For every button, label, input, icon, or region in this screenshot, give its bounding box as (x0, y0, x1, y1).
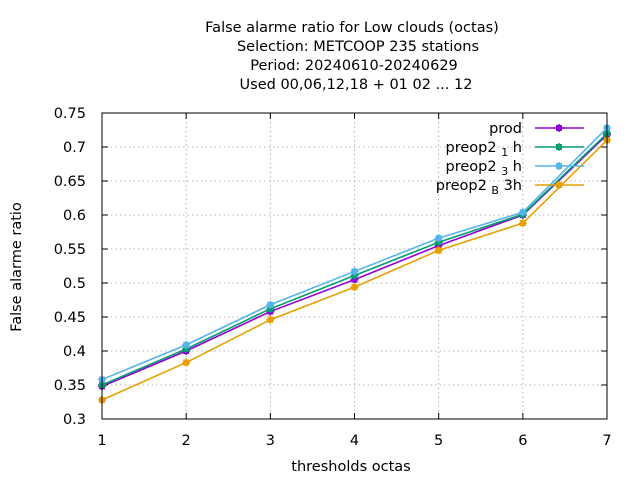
title-line-3: Period: 20240610-20240629 (250, 58, 458, 74)
y-tick-label: 0.4 (63, 344, 86, 360)
legend-entry: preop2 3 h (446, 159, 584, 178)
legend-marker (555, 124, 563, 132)
x-tick-label: 4 (350, 433, 359, 449)
legend-entry: prod (489, 121, 584, 137)
y-tick-label: 0.65 (54, 174, 86, 190)
x-tick-label: 6 (518, 433, 527, 449)
y-tick-label: 0.6 (63, 208, 86, 224)
data-point (182, 358, 191, 367)
legend-label: preop2 1 h (446, 140, 523, 159)
y-axis-label: False alarme ratio (9, 202, 25, 332)
chart-title: False alarme ratio for Low clouds (octas… (205, 20, 499, 93)
y-tick-label: 0.55 (54, 242, 86, 258)
legend-label: preop2 B 3h (436, 178, 522, 197)
data-point (266, 300, 275, 309)
legend-marker (555, 181, 563, 189)
data-point (434, 234, 443, 243)
legend-label: preop2 3 h (446, 159, 523, 178)
x-axis-label: thresholds octas (291, 459, 410, 475)
data-point (350, 267, 359, 276)
legend-marker (555, 162, 563, 170)
legend-entry: preop2 1 h (446, 140, 584, 159)
title-line-1: False alarme ratio for Low clouds (octas… (205, 20, 499, 36)
data-point (518, 219, 527, 228)
data-point (350, 283, 359, 292)
title-line-4: Used 00,06,12,18 + 01 02 ... 12 (240, 77, 473, 93)
series (98, 123, 611, 404)
data-point (266, 315, 275, 324)
x-tick-label: 3 (266, 433, 275, 449)
data-point (434, 246, 443, 255)
data-point (518, 208, 527, 217)
legend-label: prod (489, 121, 522, 137)
x-tick-label: 1 (97, 433, 106, 449)
title-line-2: Selection: METCOOP 235 stations (237, 39, 479, 55)
legend-marker (555, 143, 563, 151)
x-tick-label: 2 (182, 433, 191, 449)
y-tick-label: 0.45 (54, 310, 86, 326)
y-axis-ticks: 0.3 0.35 0.4 0.45 0.5 0.55 0.6 0.65 0.7 0.75 (54, 106, 607, 428)
y-tick-label: 0.35 (54, 378, 86, 394)
plot-border (101, 112, 608, 420)
y-tick-label: 0.75 (54, 106, 86, 122)
grid (102, 113, 607, 419)
x-tick-label: 5 (434, 433, 443, 449)
y-tick-label: 0.3 (63, 412, 86, 428)
x-tick-label: 7 (602, 433, 611, 449)
y-tick-label: 0.5 (63, 276, 86, 292)
data-point (182, 340, 191, 349)
x-axis-ticks: 1 2 3 4 5 6 7 (97, 113, 612, 449)
y-tick-label: 0.7 (63, 140, 86, 156)
legend-entry: preop2 B 3h (436, 178, 584, 197)
series-0 (98, 130, 611, 391)
